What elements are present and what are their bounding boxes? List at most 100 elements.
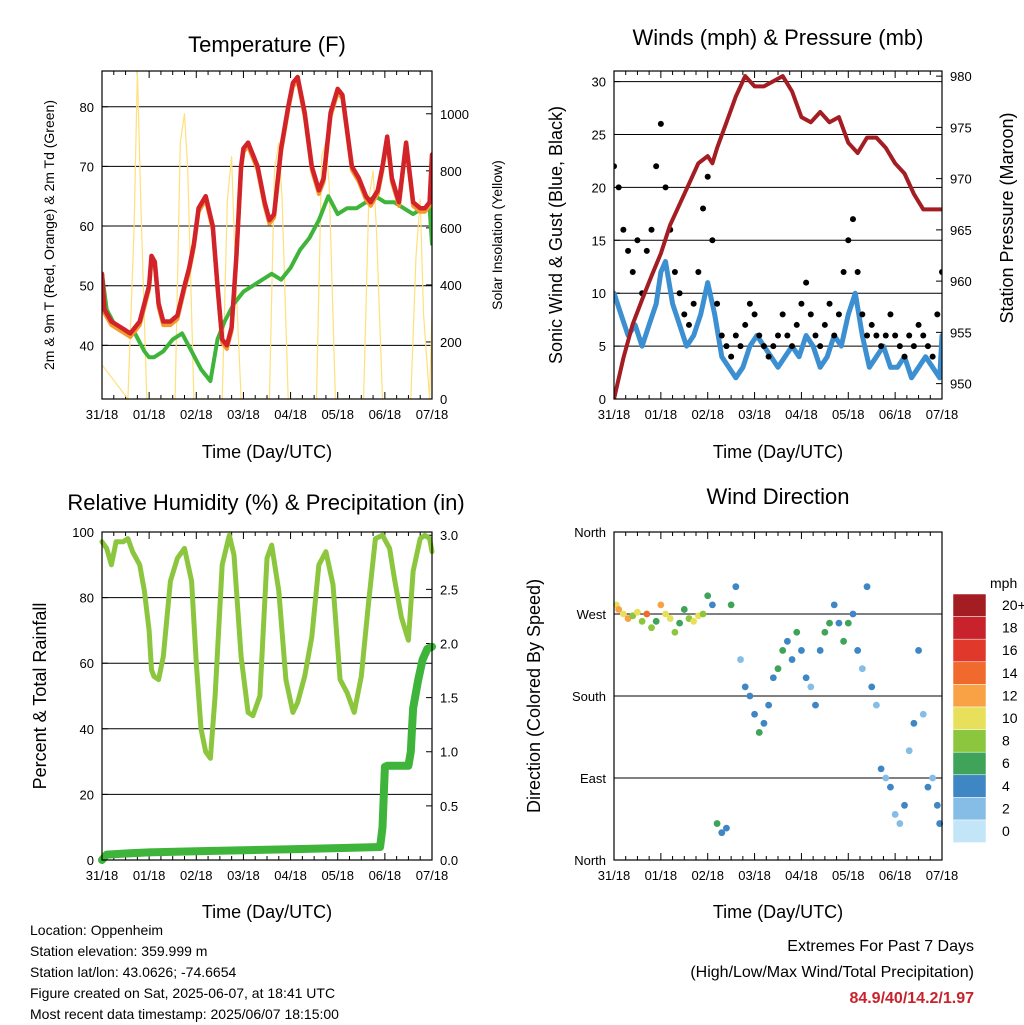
- temperature-title: Temperature (F): [188, 32, 346, 57]
- y2-tick-label: 955: [950, 325, 972, 340]
- direction-point: [643, 610, 651, 618]
- x-tick-label: 06/18: [879, 868, 912, 883]
- colorbar-label: 20+: [1002, 597, 1024, 613]
- x-tick-label: 03/18: [227, 868, 260, 883]
- direction-point: [732, 583, 740, 591]
- gust-point: [620, 226, 627, 233]
- y-tick-label: 25: [592, 127, 606, 142]
- y-tick-label: 15: [592, 233, 606, 248]
- x-tick-label: 03/18: [738, 407, 771, 422]
- direction-point: [676, 619, 683, 627]
- direction-point: [901, 801, 908, 809]
- direction-point: [619, 610, 627, 618]
- direction-point: [830, 601, 838, 609]
- info-latlon: Station lat/lon: 43.0626; -74.6654: [30, 964, 237, 980]
- gust-point: [614, 163, 617, 170]
- direction-series: [612, 583, 944, 837]
- colorbar-label: 16: [1002, 642, 1018, 658]
- gust-point: [625, 247, 632, 254]
- x-tick-label: 04/18: [274, 868, 307, 883]
- x-tick-label: 03/18: [227, 407, 260, 422]
- direction-point: [755, 729, 763, 736]
- temperature-xlabel: Time (Day/UTC): [202, 442, 332, 462]
- y-tick-label: West: [577, 607, 607, 622]
- colorbar-swatch: [952, 819, 987, 843]
- direction-point: [779, 647, 787, 654]
- plot-border: [613, 70, 943, 400]
- winds-title: Winds (mph) & Pressure (mb): [633, 25, 924, 50]
- gust-point: [714, 300, 721, 307]
- winds-xlabel: Time (Day/UTC): [713, 442, 843, 462]
- plot-border: [101, 531, 433, 861]
- gust-point: [728, 353, 735, 360]
- x-tick-label: 03/18: [738, 868, 771, 883]
- direction-point: [713, 820, 721, 827]
- direction-point: [648, 624, 655, 632]
- colorbar-swatch: [952, 706, 987, 730]
- direction-point: [699, 610, 707, 618]
- x-tick-label: 31/18: [598, 407, 631, 422]
- gust-point: [896, 343, 903, 350]
- y2-tick-label: 600: [440, 221, 462, 236]
- x-tick-label: 05/18: [321, 407, 354, 422]
- y-tick-label: 0: [599, 392, 606, 407]
- gust-point: [934, 311, 941, 318]
- humidity-title: Relative Humidity (%) & Precipitation (i…: [67, 490, 464, 515]
- gust-point: [737, 343, 744, 350]
- gust-point: [615, 184, 622, 191]
- extremes-values: 84.9/40/14.2/1.97: [849, 990, 974, 1007]
- direction-point: [854, 647, 862, 654]
- gust-point: [892, 332, 899, 339]
- gust-point: [812, 332, 819, 339]
- colorbar-swatch: [952, 774, 987, 798]
- direction-point: [629, 612, 637, 620]
- gust-point: [793, 321, 800, 328]
- panel-direction: Wind Direction Time (Day/UTC) Direction …: [524, 484, 1024, 922]
- gust-point: [784, 332, 791, 339]
- direction-point: [666, 615, 674, 622]
- y-tick-label: 60: [80, 656, 94, 671]
- plot-border: [613, 531, 943, 861]
- gust-point: [732, 332, 739, 339]
- x-tick-label: 01/18: [133, 407, 166, 422]
- direction-point: [915, 647, 922, 654]
- gust-point: [700, 205, 707, 212]
- direction-point: [858, 665, 866, 673]
- gust-point: [831, 332, 838, 339]
- direction-point: [919, 710, 927, 718]
- direction-point: [671, 628, 679, 636]
- panel-humidity: Relative Humidity (%) & Precipitation (i…: [30, 490, 465, 922]
- gust-point: [653, 163, 660, 170]
- info-elevation: Station elevation: 359.999 m: [30, 943, 208, 959]
- direction-point: [727, 601, 735, 609]
- gust-point: [849, 216, 856, 223]
- direction-point: [933, 801, 941, 809]
- winds-plot: 0 5 10 15 20 25 30 31/18 01/18 02/18 03/18 04/18 05/…: [592, 69, 972, 422]
- gust-point: [718, 332, 725, 339]
- x-tick-label: 31/18: [86, 868, 119, 883]
- y-tick-label: 70: [80, 159, 94, 174]
- gust-point: [765, 353, 772, 360]
- direction-ylabel-left: Direction (Colored By Speed): [524, 579, 544, 813]
- colorbar-swatch: [952, 616, 987, 640]
- direction-point: [840, 637, 847, 645]
- colorbar-swatch: [952, 684, 987, 708]
- direction-point: [638, 617, 646, 625]
- station-info: Location: Oppenheim Station elevation: 3…: [30, 920, 339, 1025]
- extremes-legend: (High/Low/Max Wind/Total Precipitation): [690, 964, 974, 981]
- direction-point: [788, 656, 796, 663]
- direction-point: [896, 820, 904, 827]
- y-tick-label: North: [574, 525, 606, 540]
- colorbar-label: 14: [1002, 665, 1018, 681]
- x-tick-label: 07/18: [416, 407, 449, 422]
- gust-point: [929, 353, 936, 360]
- colorbar-unit: mph: [990, 575, 1017, 591]
- direction-point: [877, 765, 885, 773]
- colorbar-label: 8: [1002, 733, 1010, 749]
- pressure-line: [614, 74, 942, 399]
- direction-point: [835, 619, 843, 627]
- gust-point: [868, 321, 875, 328]
- direction-point: [849, 610, 857, 618]
- colorbar-swatch: [952, 797, 987, 821]
